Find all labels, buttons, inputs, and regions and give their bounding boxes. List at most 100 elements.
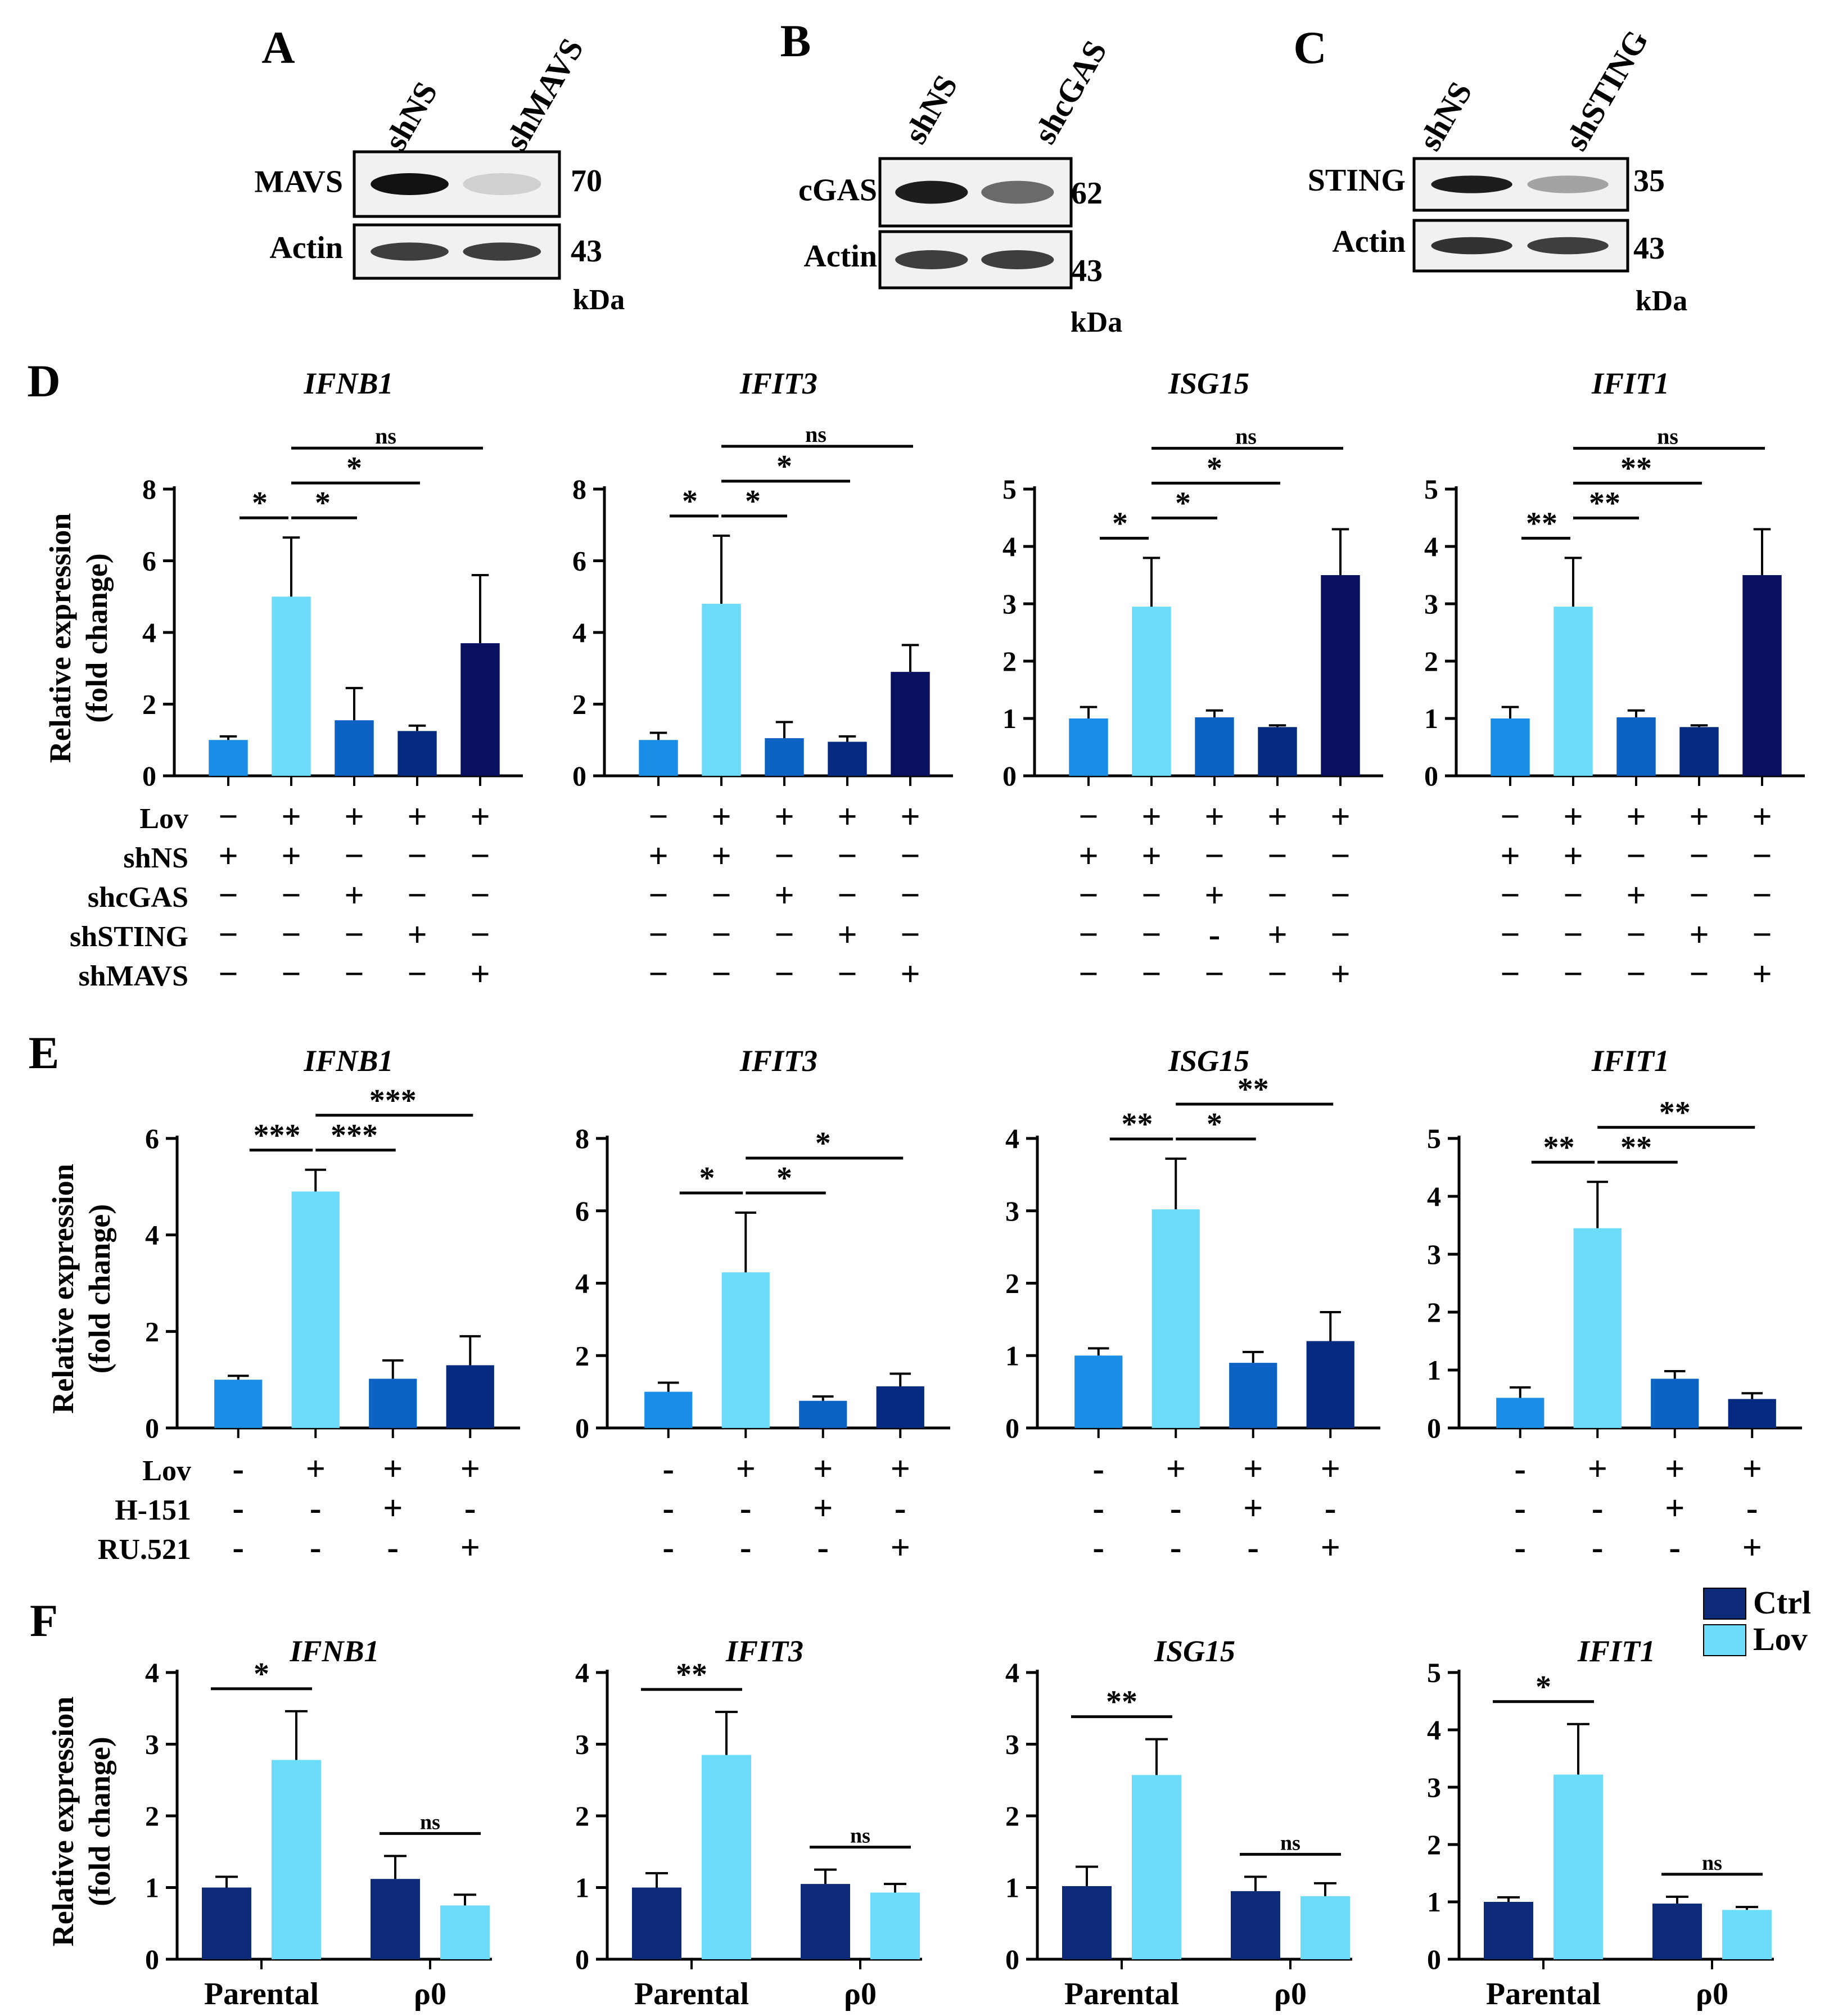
bar [799,1400,847,1428]
y-tick-label: 3 [1005,1729,1019,1760]
chart-title: ISG15 [1168,367,1249,400]
y-tick-label: 2 [1002,645,1017,677]
chart-title: ISG15 [1154,1634,1235,1668]
treatment-sign: + [711,837,731,875]
y-axis-label: (fold change) [83,1737,116,1906]
significance-label: * [745,484,761,519]
blot-row-label: cGAS [798,173,877,207]
bar [398,731,437,776]
chart-title: IFIT3 [725,1634,803,1668]
bar [632,1887,681,1959]
y-tick-label: 4 [1002,531,1017,562]
molecular-weight: 43 [1633,231,1665,266]
treatment-sign: - [1669,1529,1681,1567]
molecular-weight: 62 [1071,176,1103,211]
bar [1132,607,1171,776]
treatment-sign: + [306,1450,326,1488]
y-axis-label: Relative expression [46,1697,80,1946]
y-tick-label: 2 [1427,1829,1441,1860]
blot-row: Actin 43 [269,223,602,280]
treatment-sign: − [900,876,920,915]
y-tick-label: 0 [1002,760,1017,792]
y-tick-label: 2 [575,1800,589,1832]
treatment-sign: − [281,955,301,993]
y-tick-label: 4 [572,617,586,648]
lane-label: shNS [377,75,445,156]
treatment-sign: − [470,876,490,915]
y-tick-label: 3 [1424,588,1438,620]
significance-label: * [776,449,792,484]
significance-label: * [815,1126,831,1161]
y-tick-label: 2 [142,689,156,720]
treatment-sign: + [1689,798,1709,836]
significance-label: * [776,1161,792,1196]
treatment-sign: − [1204,955,1224,993]
treatment-sign: − [711,955,731,993]
treatment-sign: + [1267,916,1287,954]
blot-row-label: Actin [1332,224,1406,259]
y-tick-label: 2 [1424,645,1438,677]
y-tick-label: 4 [142,617,156,648]
blot-band [895,180,968,204]
significance-label: ** [676,1657,707,1692]
panel-letter: E [29,1027,60,1078]
y-tick-label: 4 [1427,1714,1441,1746]
treatment-sign: + [1141,798,1161,836]
chart-title: IFIT3 [739,367,818,400]
treatment-sign: + [1204,798,1224,836]
treatment-label: RU.521 [98,1534,191,1566]
y-axis-label: (fold change) [80,553,114,722]
treatment-sign: - [232,1450,244,1488]
blot-row-label: MAVS [254,164,343,199]
treatment-sign: − [1078,955,1098,993]
significance-label: ** [1659,1095,1691,1130]
y-tick-label: 4 [145,1657,159,1688]
chart-F-IFNB1: IFNB1 0 1 2 3 4 Parental * ρ0 ns Relative expressi… [46,1634,492,2012]
chart-title: ISG15 [1168,1044,1249,1078]
significance-label: ns [1280,1831,1300,1855]
treatment-sign: + [1752,955,1772,993]
bar [644,1391,693,1428]
blot-row: MAVS 70 [254,150,602,218]
treatment-sign: − [1752,916,1772,954]
treatment-sign: − [344,916,364,954]
panel-letter: B [780,15,811,66]
treatment-sign: - [895,1489,906,1527]
treatment-sign: + [1267,798,1287,836]
y-tick-label: 3 [1005,1195,1019,1227]
treatment-sign: - [1092,1489,1104,1527]
treatment-sign: - [232,1529,244,1567]
treatment-sign: + [1588,1450,1607,1488]
treatment-sign: − [470,837,490,875]
y-tick-label: 6 [142,545,156,577]
significance-label: * [1175,486,1191,521]
treatment-sign: + [1330,798,1350,836]
significance-label: *** [254,1118,301,1153]
lane-label: shMAVS [498,32,590,156]
treatment-sign: − [1689,837,1709,875]
y-tick-label: 6 [572,545,586,577]
treatment-sign: − [1500,876,1520,915]
treatment-sign: + [900,955,920,993]
y-tick-label: 4 [1427,1181,1441,1212]
significance-label: * [1207,451,1222,486]
treatment-sign: - [817,1529,829,1567]
significance-label: ns [1657,423,1678,449]
group-label: Parental [1486,1977,1601,2012]
bar [1679,727,1719,776]
panel-letter: A [261,22,295,73]
lane-label: shNS [1411,75,1479,156]
treatment-sign: + [1243,1489,1263,1527]
treatment-sign: - [740,1489,752,1527]
significance-label: * [252,486,268,521]
treatment-sign: − [1141,916,1161,954]
significance-label: * [315,486,331,521]
group-label: Parental [1064,1977,1179,2012]
significance-label: ns [420,1810,440,1834]
bar [440,1905,490,1959]
